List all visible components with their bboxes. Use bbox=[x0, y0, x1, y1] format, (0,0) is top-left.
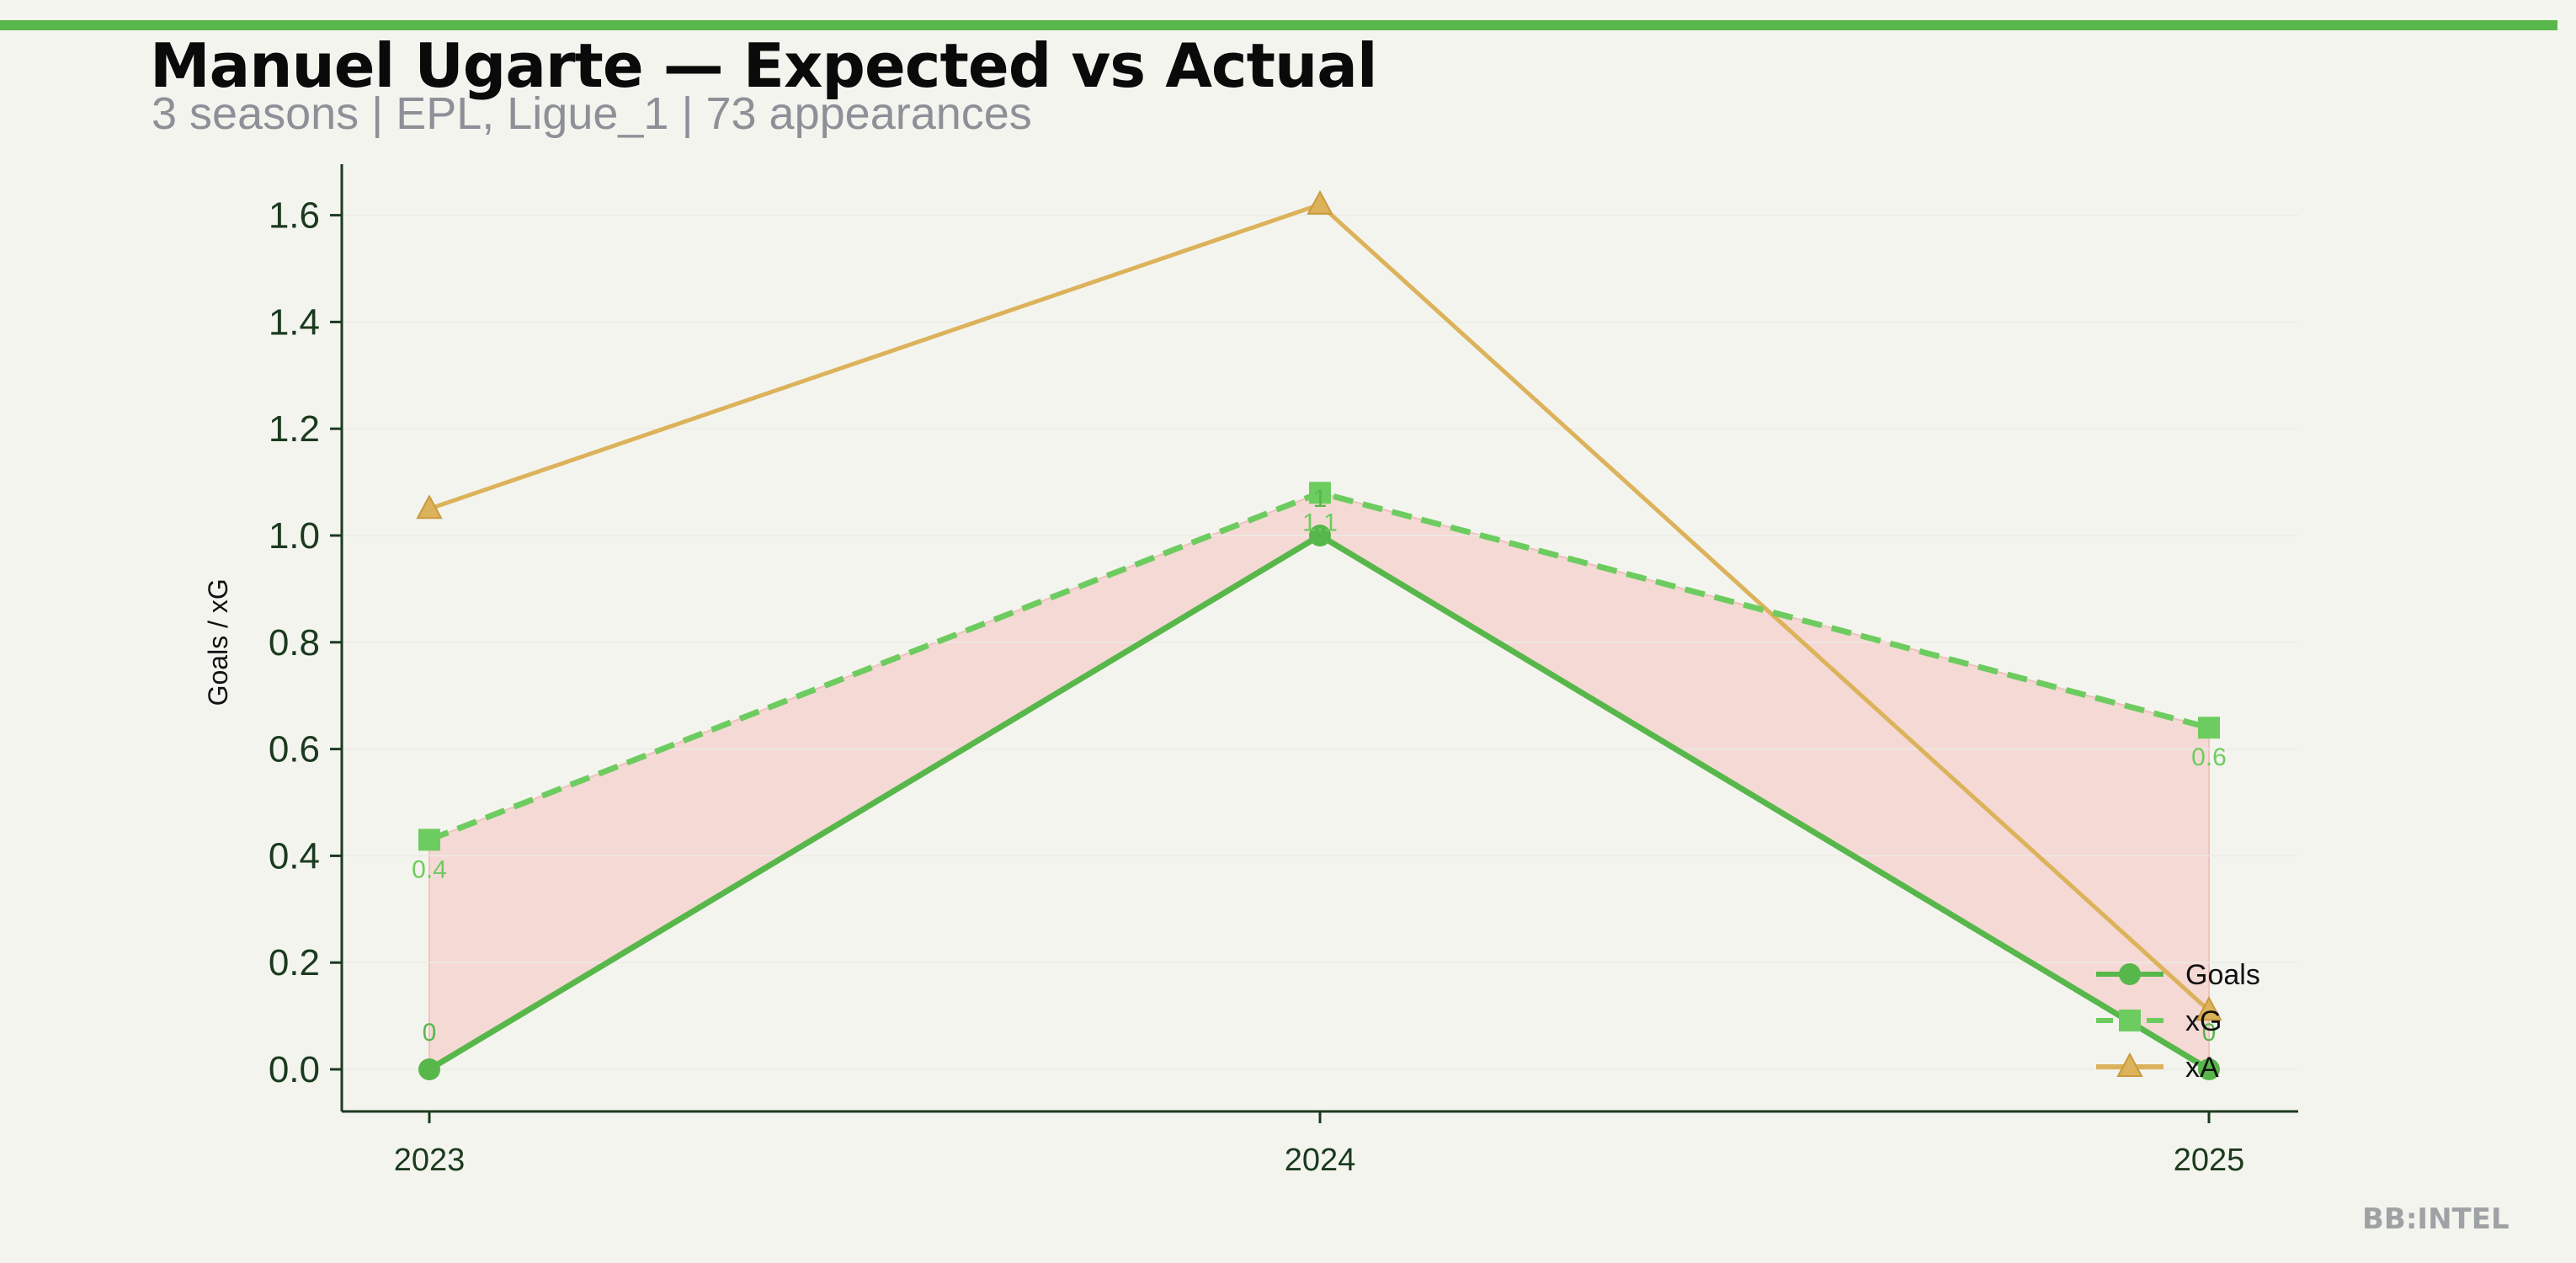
legend-marker-goals bbox=[2119, 963, 2141, 985]
y-axis-label: Goals / xG bbox=[203, 578, 233, 706]
goals-data-label: 0 bbox=[423, 1019, 437, 1047]
xg-goals-gap-fill bbox=[428, 492, 2210, 1071]
point-xa bbox=[2195, 996, 2222, 1021]
x-tick-label: 2025 bbox=[2174, 1143, 2245, 1178]
point-goals bbox=[1309, 525, 1331, 546]
point-xg bbox=[2198, 717, 2220, 739]
y-tick-label: 1.0 bbox=[269, 515, 320, 557]
gap-fill-layer bbox=[428, 492, 2210, 1071]
goals-data-label: 0 bbox=[2202, 1019, 2217, 1047]
point-xg bbox=[1309, 482, 1331, 504]
y-tick-label: 0.2 bbox=[269, 942, 320, 983]
series-layer bbox=[416, 189, 2222, 1080]
data-labels: 0 1 0 0.4 1.1 0.6 bbox=[412, 485, 2227, 1047]
legend: Goals xG xA bbox=[2096, 959, 2260, 1084]
point-xa bbox=[416, 494, 443, 520]
legend-label-xa: xA bbox=[2185, 1052, 2219, 1084]
xg-data-label: 0.6 bbox=[2191, 743, 2227, 771]
x-tick-label: 2024 bbox=[1285, 1143, 1356, 1178]
x-tick-label: 2023 bbox=[394, 1143, 466, 1178]
chart-title: Manuel Ugarte — Expected vs Actual bbox=[150, 30, 1378, 101]
goals-data-label: 1 bbox=[1313, 485, 1328, 513]
y-tick-label: 1.6 bbox=[269, 195, 320, 237]
y-tick-label: 0.0 bbox=[269, 1049, 320, 1090]
xg-data-label: 1.1 bbox=[1302, 509, 1338, 536]
y-tick-label: 1.2 bbox=[269, 408, 320, 450]
y-tick-label: 0.6 bbox=[269, 729, 320, 770]
point-xa bbox=[1307, 189, 1333, 215]
point-goals bbox=[2198, 1058, 2220, 1080]
point-xg bbox=[418, 829, 440, 851]
y-tick-label: 1.4 bbox=[269, 301, 320, 343]
point-goals bbox=[418, 1058, 440, 1080]
chart-subtitle: 3 seasons | EPL, Ligue_1 | 73 appearance… bbox=[152, 88, 1032, 139]
legend-label-goals: Goals bbox=[2185, 959, 2260, 991]
legend-marker-xg bbox=[2119, 1010, 2141, 1031]
y-tick-label: 0.8 bbox=[269, 622, 320, 663]
xg-data-label: 0.4 bbox=[412, 855, 447, 883]
legend-marker-xa bbox=[2116, 1052, 2143, 1077]
accent-bar bbox=[0, 20, 2557, 30]
y-tick-label: 0.4 bbox=[269, 835, 320, 877]
legend-label-xg: xG bbox=[2185, 1005, 2222, 1037]
watermark-logo: BB:INTEL bbox=[2362, 1202, 2509, 1236]
